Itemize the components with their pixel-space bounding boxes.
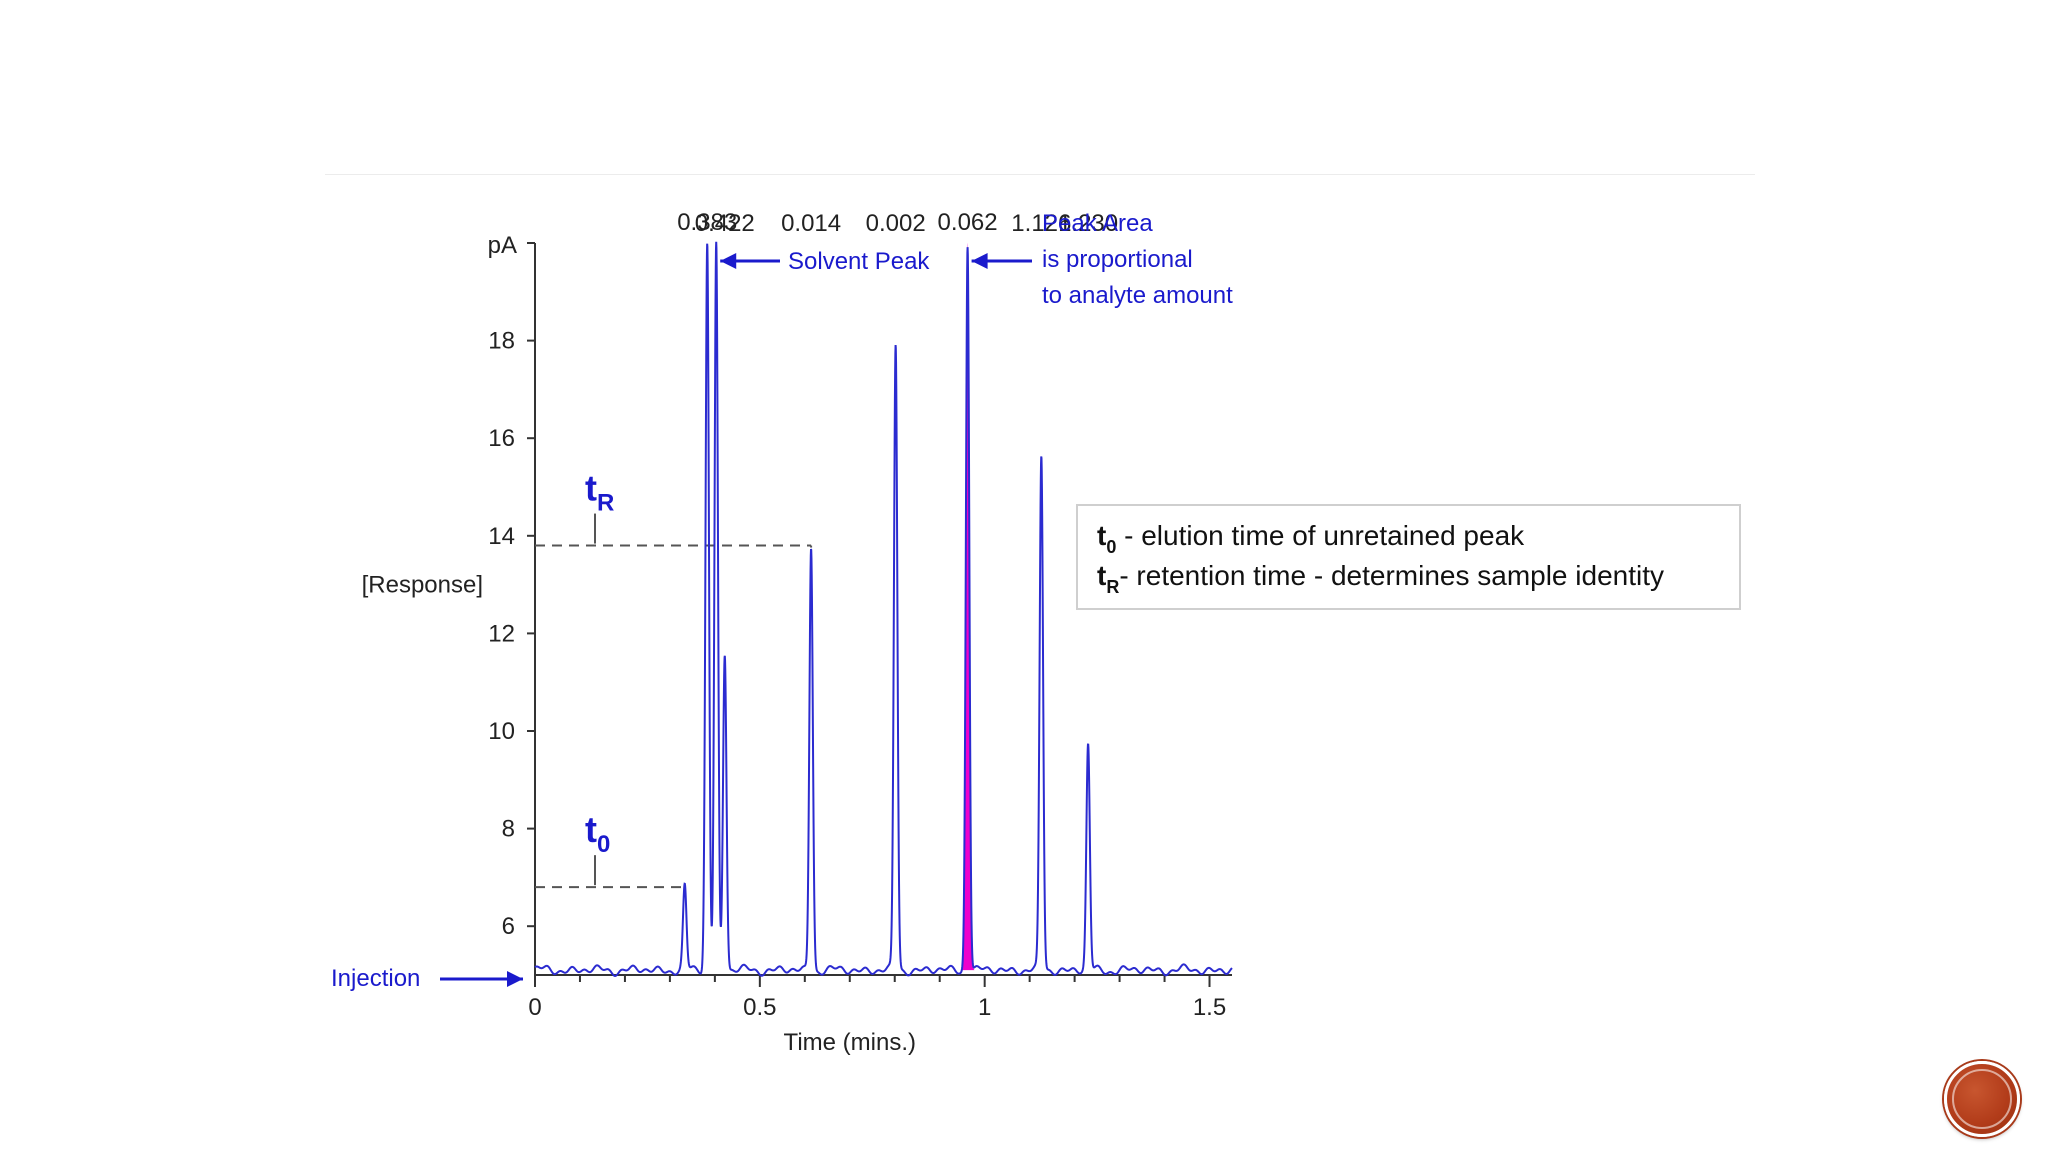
axes-layer: pA 6 8 10 12 14 16 18 0 0.5 1 1.5 Time (mins.) [Respo… (362, 232, 1232, 1056)
solvent-peak-label: Solvent Peak (788, 248, 930, 275)
x-tick-label: 0 (528, 994, 541, 1021)
legend-box (1076, 504, 1741, 610)
legend-row: t0 - elution time of unretained peak (1097, 520, 1525, 557)
y-tick-label: 18 (488, 328, 515, 355)
peak-label: 0.014 (781, 210, 841, 237)
x-tick-label: 1 (978, 994, 991, 1021)
legend-symbol-sub: 0 (1106, 537, 1116, 557)
legend-symbol-sub: R (1106, 577, 1119, 597)
reference-lines-layer: tR t0 (535, 468, 813, 889)
peak-label: 1.126 (1011, 210, 1071, 237)
legend-symbol: t (1097, 560, 1106, 591)
shaded-peak-area (960, 243, 975, 971)
solvent-peak-arrow-head (720, 253, 737, 269)
y-tick-label: 12 (488, 620, 515, 647)
injection-arrow-head (507, 971, 523, 987)
y-tick-label: 16 (488, 425, 515, 452)
x-axis-title: Time (mins.) (784, 1029, 916, 1056)
slide-top-rule (325, 174, 1755, 175)
legend-text: - elution time of unretained peak (1116, 520, 1525, 551)
peak-label: 0.002 (866, 210, 926, 237)
x-tick-label: 1.5 (1193, 994, 1226, 1021)
y-tick-label: 6 (502, 913, 515, 940)
peak-area-arrow-head (971, 253, 988, 269)
y-tick-label: 8 (502, 816, 515, 843)
annotations-layer: Solvent Peak Peak Area is proportional to a… (331, 210, 1741, 992)
legend-symbol: t (1097, 520, 1106, 551)
chromatogram-trace (534, 241, 1233, 977)
reference-label-sub: R (597, 490, 614, 517)
y-tick-label: 14 (488, 523, 515, 550)
peak-label: 0.383 (677, 209, 737, 236)
peak-area-label-line: to analyte amount (1042, 282, 1233, 309)
y-unit-label: pA (488, 232, 517, 259)
peak-label: 1.230 (1058, 210, 1118, 237)
y-axis-title: [Response] (362, 572, 483, 599)
peak-area-label-line: Peak Area (1042, 210, 1153, 237)
peak-label: 0.062 (938, 209, 998, 236)
peak-label: 0.422 (695, 210, 755, 237)
trace-layer (534, 241, 1233, 977)
legend-text: - retention time - determines sample ide… (1119, 560, 1664, 591)
reference-label-sub: 0 (597, 831, 610, 858)
peak-area-label-line: is proportional (1042, 246, 1193, 273)
legend-row: tR- retention time - determines sample i… (1097, 560, 1664, 597)
y-tick-label: 10 (488, 718, 515, 745)
slide-nav-button[interactable] (1944, 1061, 2020, 1137)
reference-label-tR: tR (585, 468, 614, 517)
nav-button-ring (1952, 1069, 2012, 1129)
injection-label: Injection (331, 965, 420, 992)
reference-label-t0: t0 (585, 809, 610, 858)
x-tick-label: 0.5 (743, 994, 776, 1021)
